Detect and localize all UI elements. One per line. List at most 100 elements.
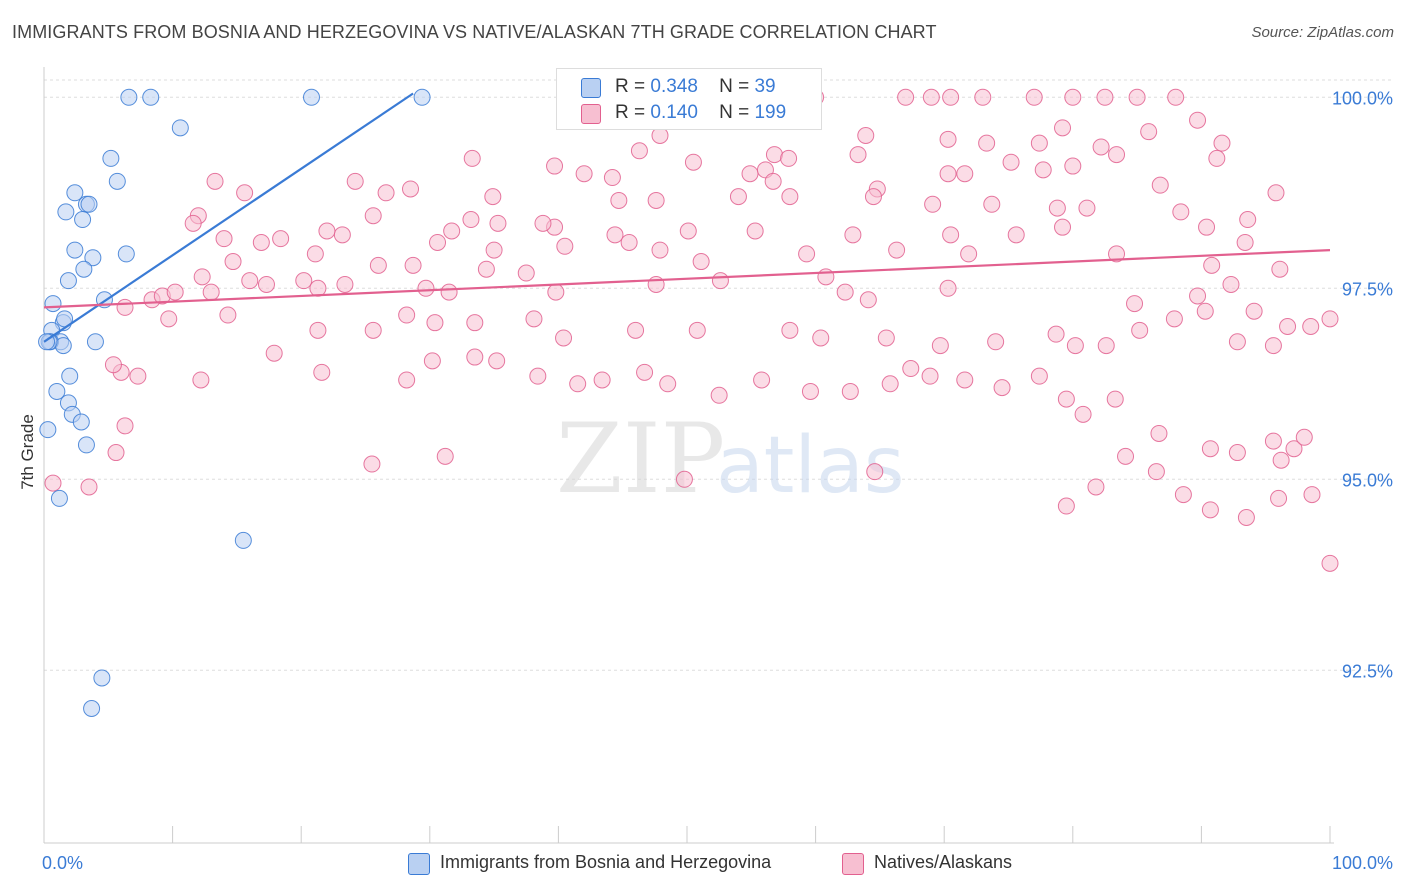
natives-point [224,253,242,271]
natives-point [1057,497,1075,515]
natives-point [866,463,884,481]
natives-point [1097,337,1115,355]
natives-point [1117,447,1135,465]
bosnia-point [54,337,72,355]
bosnia-point [57,203,75,221]
natives-point [404,256,422,274]
natives-point [1203,256,1221,274]
y-tick-label: 92.5% [1342,661,1393,681]
bosnia-point [142,88,160,106]
x-tick-label: 100.0% [1332,853,1393,873]
natives-point [1228,444,1246,462]
natives-point [1285,440,1303,458]
natives-point [857,127,875,144]
natives-point [647,191,665,209]
bosnia-point [66,184,84,202]
natives-point [1064,157,1082,175]
natives-point [202,283,220,301]
natives-point [1237,509,1255,526]
natives-point [942,88,960,106]
natives-point [346,172,364,190]
bosnia-point [83,700,101,717]
bosnia-point [234,531,252,549]
natives-point [974,88,992,106]
natives-point [781,188,799,206]
bosnia-point [86,333,104,351]
natives-point [780,149,798,167]
natives-point [426,314,444,332]
natives-point [987,333,1005,351]
correlation-legend: R = 0.348 N = 39 R = 0.140 N = 199 [556,68,822,130]
legend-swatch-natives [581,104,601,124]
natives-point [272,230,290,248]
bosnia-point [77,436,95,454]
natives-point [193,268,211,286]
natives-point [363,455,381,473]
natives-point [333,226,351,244]
natives-point [993,379,1011,397]
natives-point [1245,302,1263,320]
bosnia-point [84,249,102,267]
natives-point [466,348,484,366]
natives-point [1174,486,1192,504]
natives-point [939,279,957,297]
natives-point [252,233,270,251]
natives-point [463,149,481,167]
natives-point [364,207,382,225]
natives-point [765,146,783,164]
bosnia-point [66,241,84,259]
natives-point [488,352,506,370]
natives-point [1264,432,1282,450]
legend-label-bosnia: Immigrants from Bosnia and Herzegovina [440,852,772,872]
natives-point [844,226,862,244]
r-label: R = [615,76,646,97]
natives-point [630,142,648,160]
natives-point [627,321,645,339]
y-tick-label: 97.5% [1342,279,1393,299]
natives-point [166,283,184,301]
watermark-zip: ZIP [556,403,725,515]
bosnia-point [302,88,320,106]
natives-point [849,146,867,164]
natives-point [1147,463,1165,481]
natives-point [812,329,830,347]
x-tick-label: 0.0% [42,853,83,873]
natives-point [741,165,759,183]
natives-point [606,226,624,244]
natives-point [1087,478,1105,496]
bosnia-point [80,195,98,213]
natives-point [877,329,895,347]
natives-point [466,314,484,332]
bosnia-point [108,172,126,190]
natives-point [555,329,573,347]
trend-lines [43,92,1331,343]
natives-point [295,272,313,290]
natives-point [1208,149,1226,167]
r-value-bosnia: 0.348 [650,76,698,97]
natives-point [1270,489,1288,507]
natives-point [546,157,564,175]
r-label: R = [615,102,646,123]
natives-point [781,321,799,339]
natives-point [116,298,134,316]
natives-point [1151,176,1169,194]
natives-point [1302,318,1320,335]
natives-point [651,241,669,259]
natives-point [219,306,237,324]
natives-point [1239,211,1257,229]
bosnia-point [102,149,120,167]
natives-point [1272,451,1290,469]
natives-point [160,310,178,328]
natives-point [1064,88,1082,106]
natives-point [921,367,939,385]
natives-point [1106,390,1124,408]
natives-point [1131,321,1149,339]
legend-swatch-bosnia [581,78,601,98]
natives-point [956,165,974,183]
natives-point [1054,119,1072,137]
natives-point [44,474,62,492]
natives-point [257,275,275,293]
natives-point [1267,184,1285,202]
n-value-natives: 199 [754,102,787,123]
